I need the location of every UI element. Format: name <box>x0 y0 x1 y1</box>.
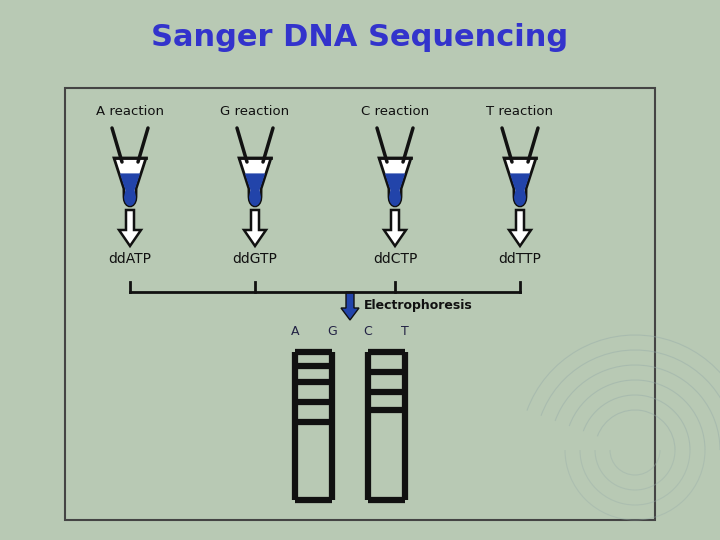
Text: Electrophoresis: Electrophoresis <box>364 300 473 313</box>
Text: C: C <box>364 325 372 338</box>
Polygon shape <box>120 173 140 206</box>
Bar <box>65 88 655 520</box>
Polygon shape <box>341 292 359 320</box>
Text: ddGTP: ddGTP <box>233 252 277 266</box>
Text: ddTTP: ddTTP <box>498 252 541 266</box>
Text: T: T <box>401 325 409 338</box>
Text: G reaction: G reaction <box>220 105 289 118</box>
Polygon shape <box>385 173 405 206</box>
Polygon shape <box>114 158 146 206</box>
Text: T reaction: T reaction <box>487 105 554 118</box>
Polygon shape <box>509 210 531 246</box>
Text: A reaction: A reaction <box>96 105 164 118</box>
Polygon shape <box>379 158 411 206</box>
Polygon shape <box>119 210 141 246</box>
Polygon shape <box>244 210 266 246</box>
Text: ddCTP: ddCTP <box>373 252 417 266</box>
Polygon shape <box>245 173 265 206</box>
Text: G: G <box>327 325 337 338</box>
Polygon shape <box>384 210 406 246</box>
Text: Sanger DNA Sequencing: Sanger DNA Sequencing <box>151 24 569 52</box>
Text: A: A <box>291 325 300 338</box>
Text: ddATP: ddATP <box>109 252 151 266</box>
Polygon shape <box>239 158 271 206</box>
Text: C reaction: C reaction <box>361 105 429 118</box>
Polygon shape <box>504 158 536 206</box>
Polygon shape <box>510 173 530 206</box>
